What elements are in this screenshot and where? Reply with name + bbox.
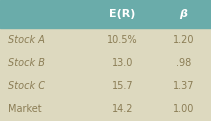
Text: Stock A: Stock A [8,35,45,45]
Text: 1.37: 1.37 [173,81,194,91]
Bar [0,0,211,28]
Text: E(R): E(R) [109,9,136,19]
Text: Stock C: Stock C [8,81,45,91]
Text: 13.0: 13.0 [112,58,133,68]
Text: Stock B: Stock B [8,58,45,68]
Text: 1.00: 1.00 [173,104,194,114]
Text: 1.20: 1.20 [173,35,194,45]
Text: 14.2: 14.2 [112,104,133,114]
Text: 15.7: 15.7 [112,81,133,91]
Text: Market: Market [8,104,42,114]
Text: 10.5%: 10.5% [107,35,138,45]
Text: β: β [180,9,188,19]
Text: .98: .98 [176,58,191,68]
